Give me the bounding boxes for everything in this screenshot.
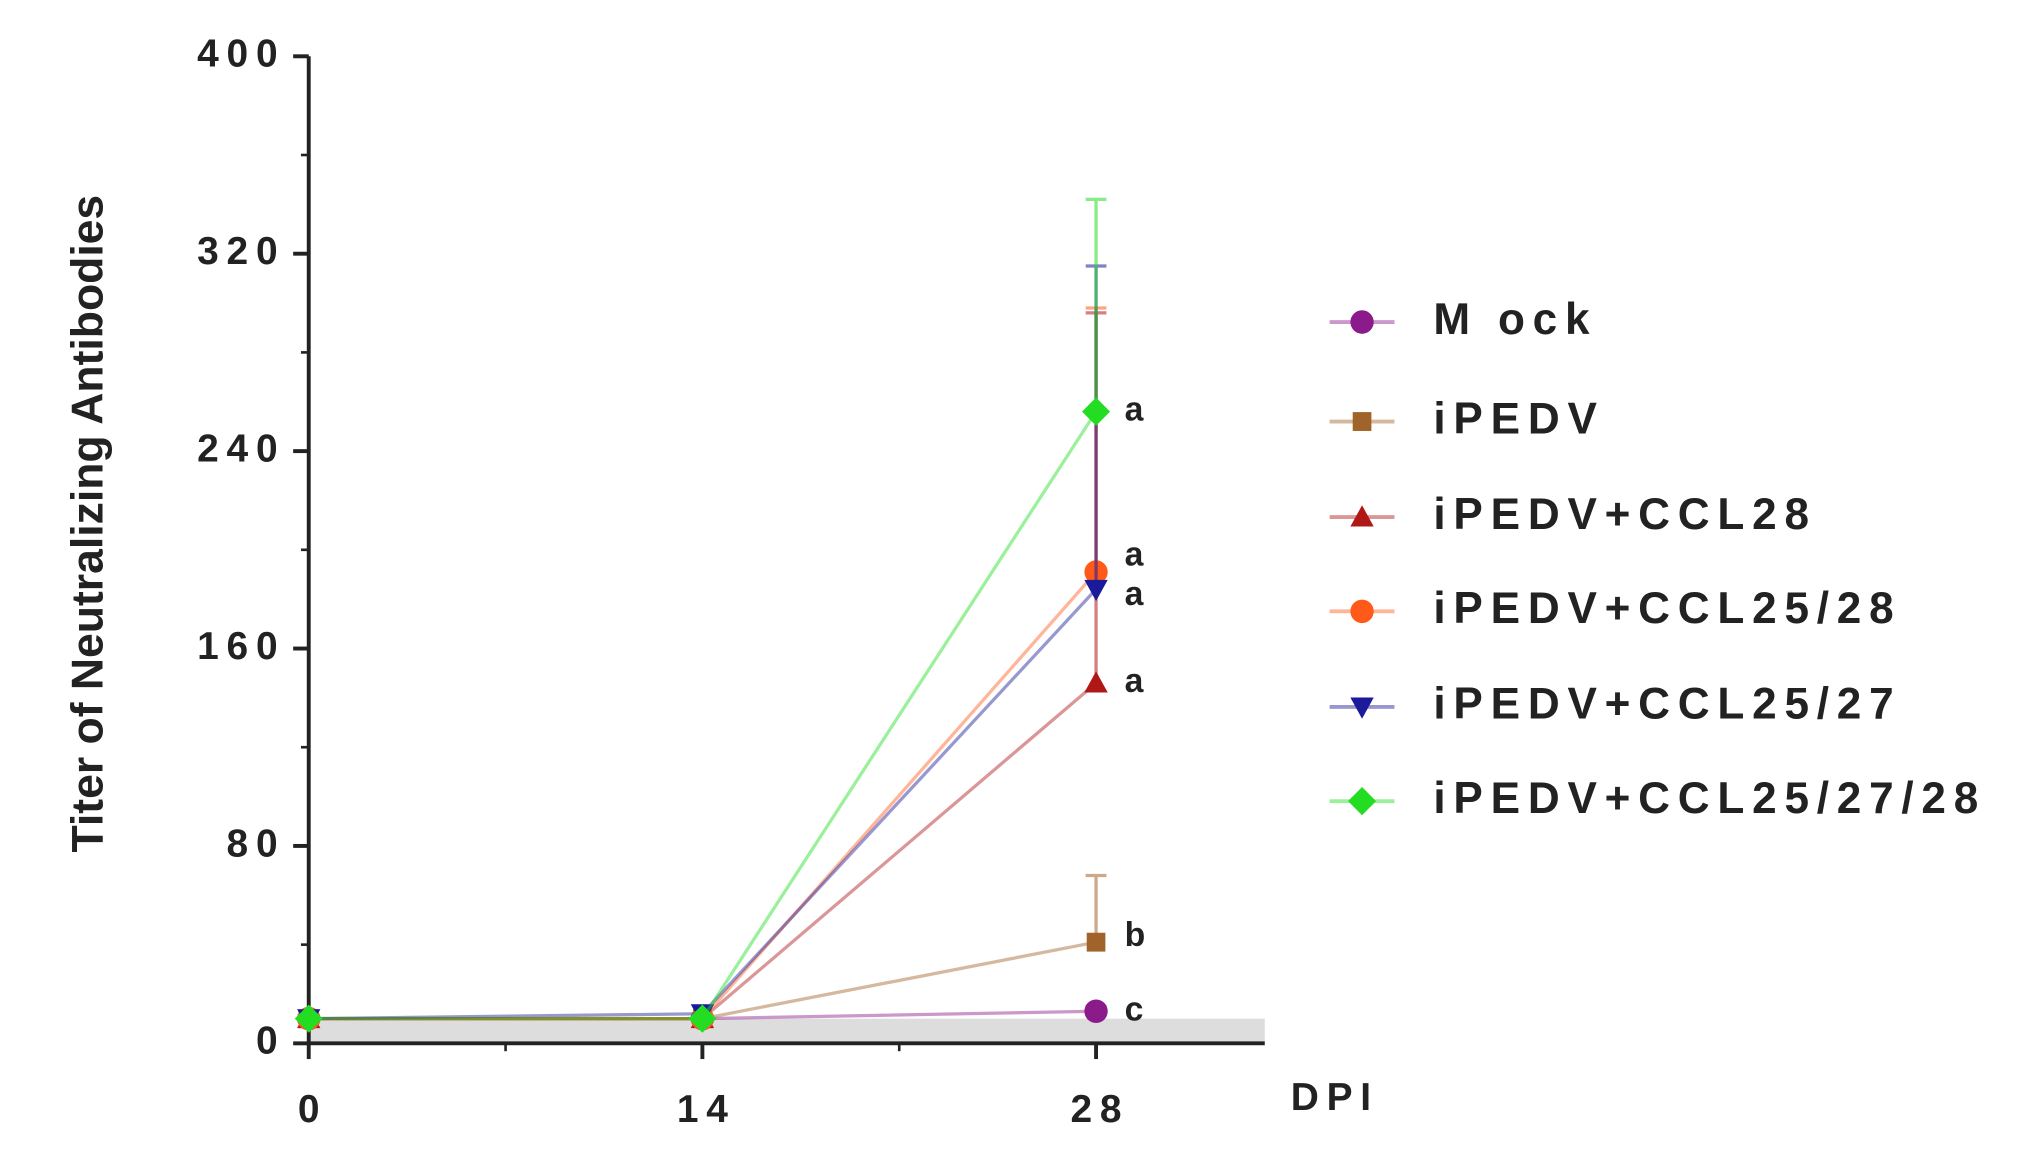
- legend-marker: [1348, 787, 1377, 816]
- legend-label: iPEDV+CCL28: [1433, 490, 1816, 539]
- legend-label: M ock: [1433, 295, 1597, 344]
- annotation: a: [1125, 535, 1145, 573]
- series: a: [297, 264, 1145, 1031]
- x-tick-label: 14: [677, 1088, 736, 1131]
- legend-marker: [1350, 599, 1374, 624]
- annotation: b: [1125, 916, 1146, 954]
- legend-marker: [1350, 697, 1374, 719]
- x-tick-label: 0: [298, 1088, 327, 1131]
- y-axis-title: Titer of Neutralizing Antibodies: [64, 195, 113, 853]
- x-axis-title: DPI: [1291, 1076, 1379, 1119]
- data-point: [688, 1004, 717, 1033]
- shaded-band: [308, 1018, 1265, 1044]
- y-tick-label: 240: [197, 427, 285, 470]
- annotation: a: [1125, 662, 1145, 700]
- series: b: [299, 873, 1146, 1029]
- legend-label: iPEDV+CCL25/27: [1433, 679, 1901, 728]
- data-point: [1084, 671, 1108, 693]
- legend-label: iPEDV+CCL25/27/28: [1433, 774, 1986, 823]
- data-point: [1084, 999, 1108, 1024]
- error-bar: [1085, 197, 1107, 412]
- legend-label: iPEDV: [1433, 394, 1604, 443]
- series: a: [294, 197, 1145, 1033]
- error-bar: [1085, 873, 1107, 943]
- annotation: c: [1125, 990, 1144, 1028]
- data-point: [1082, 397, 1111, 426]
- legend-marker: [1350, 505, 1374, 527]
- y-tick-label: 160: [197, 625, 285, 668]
- y-tick-label: 400: [197, 33, 285, 76]
- annotation: a: [1125, 390, 1145, 428]
- series: a: [297, 311, 1145, 1029]
- legend-marker: [1350, 310, 1374, 334]
- data-point: [294, 1004, 323, 1033]
- y-tick-label: 80: [227, 822, 286, 865]
- legend-marker: [1352, 412, 1372, 431]
- series-line: [308, 588, 1098, 1021]
- series: a: [297, 306, 1145, 1031]
- legend-label: iPEDV+CCL25/28: [1433, 584, 1901, 633]
- data-point: [1084, 579, 1108, 602]
- data-point: [1086, 932, 1106, 952]
- y-tick-label: 0: [256, 1020, 285, 1063]
- annotation: a: [1125, 575, 1145, 613]
- series-line: [308, 570, 1098, 1021]
- y-tick-label: 320: [197, 230, 285, 273]
- series-line: [308, 681, 1098, 1021]
- x-tick-label: 28: [1071, 1088, 1130, 1131]
